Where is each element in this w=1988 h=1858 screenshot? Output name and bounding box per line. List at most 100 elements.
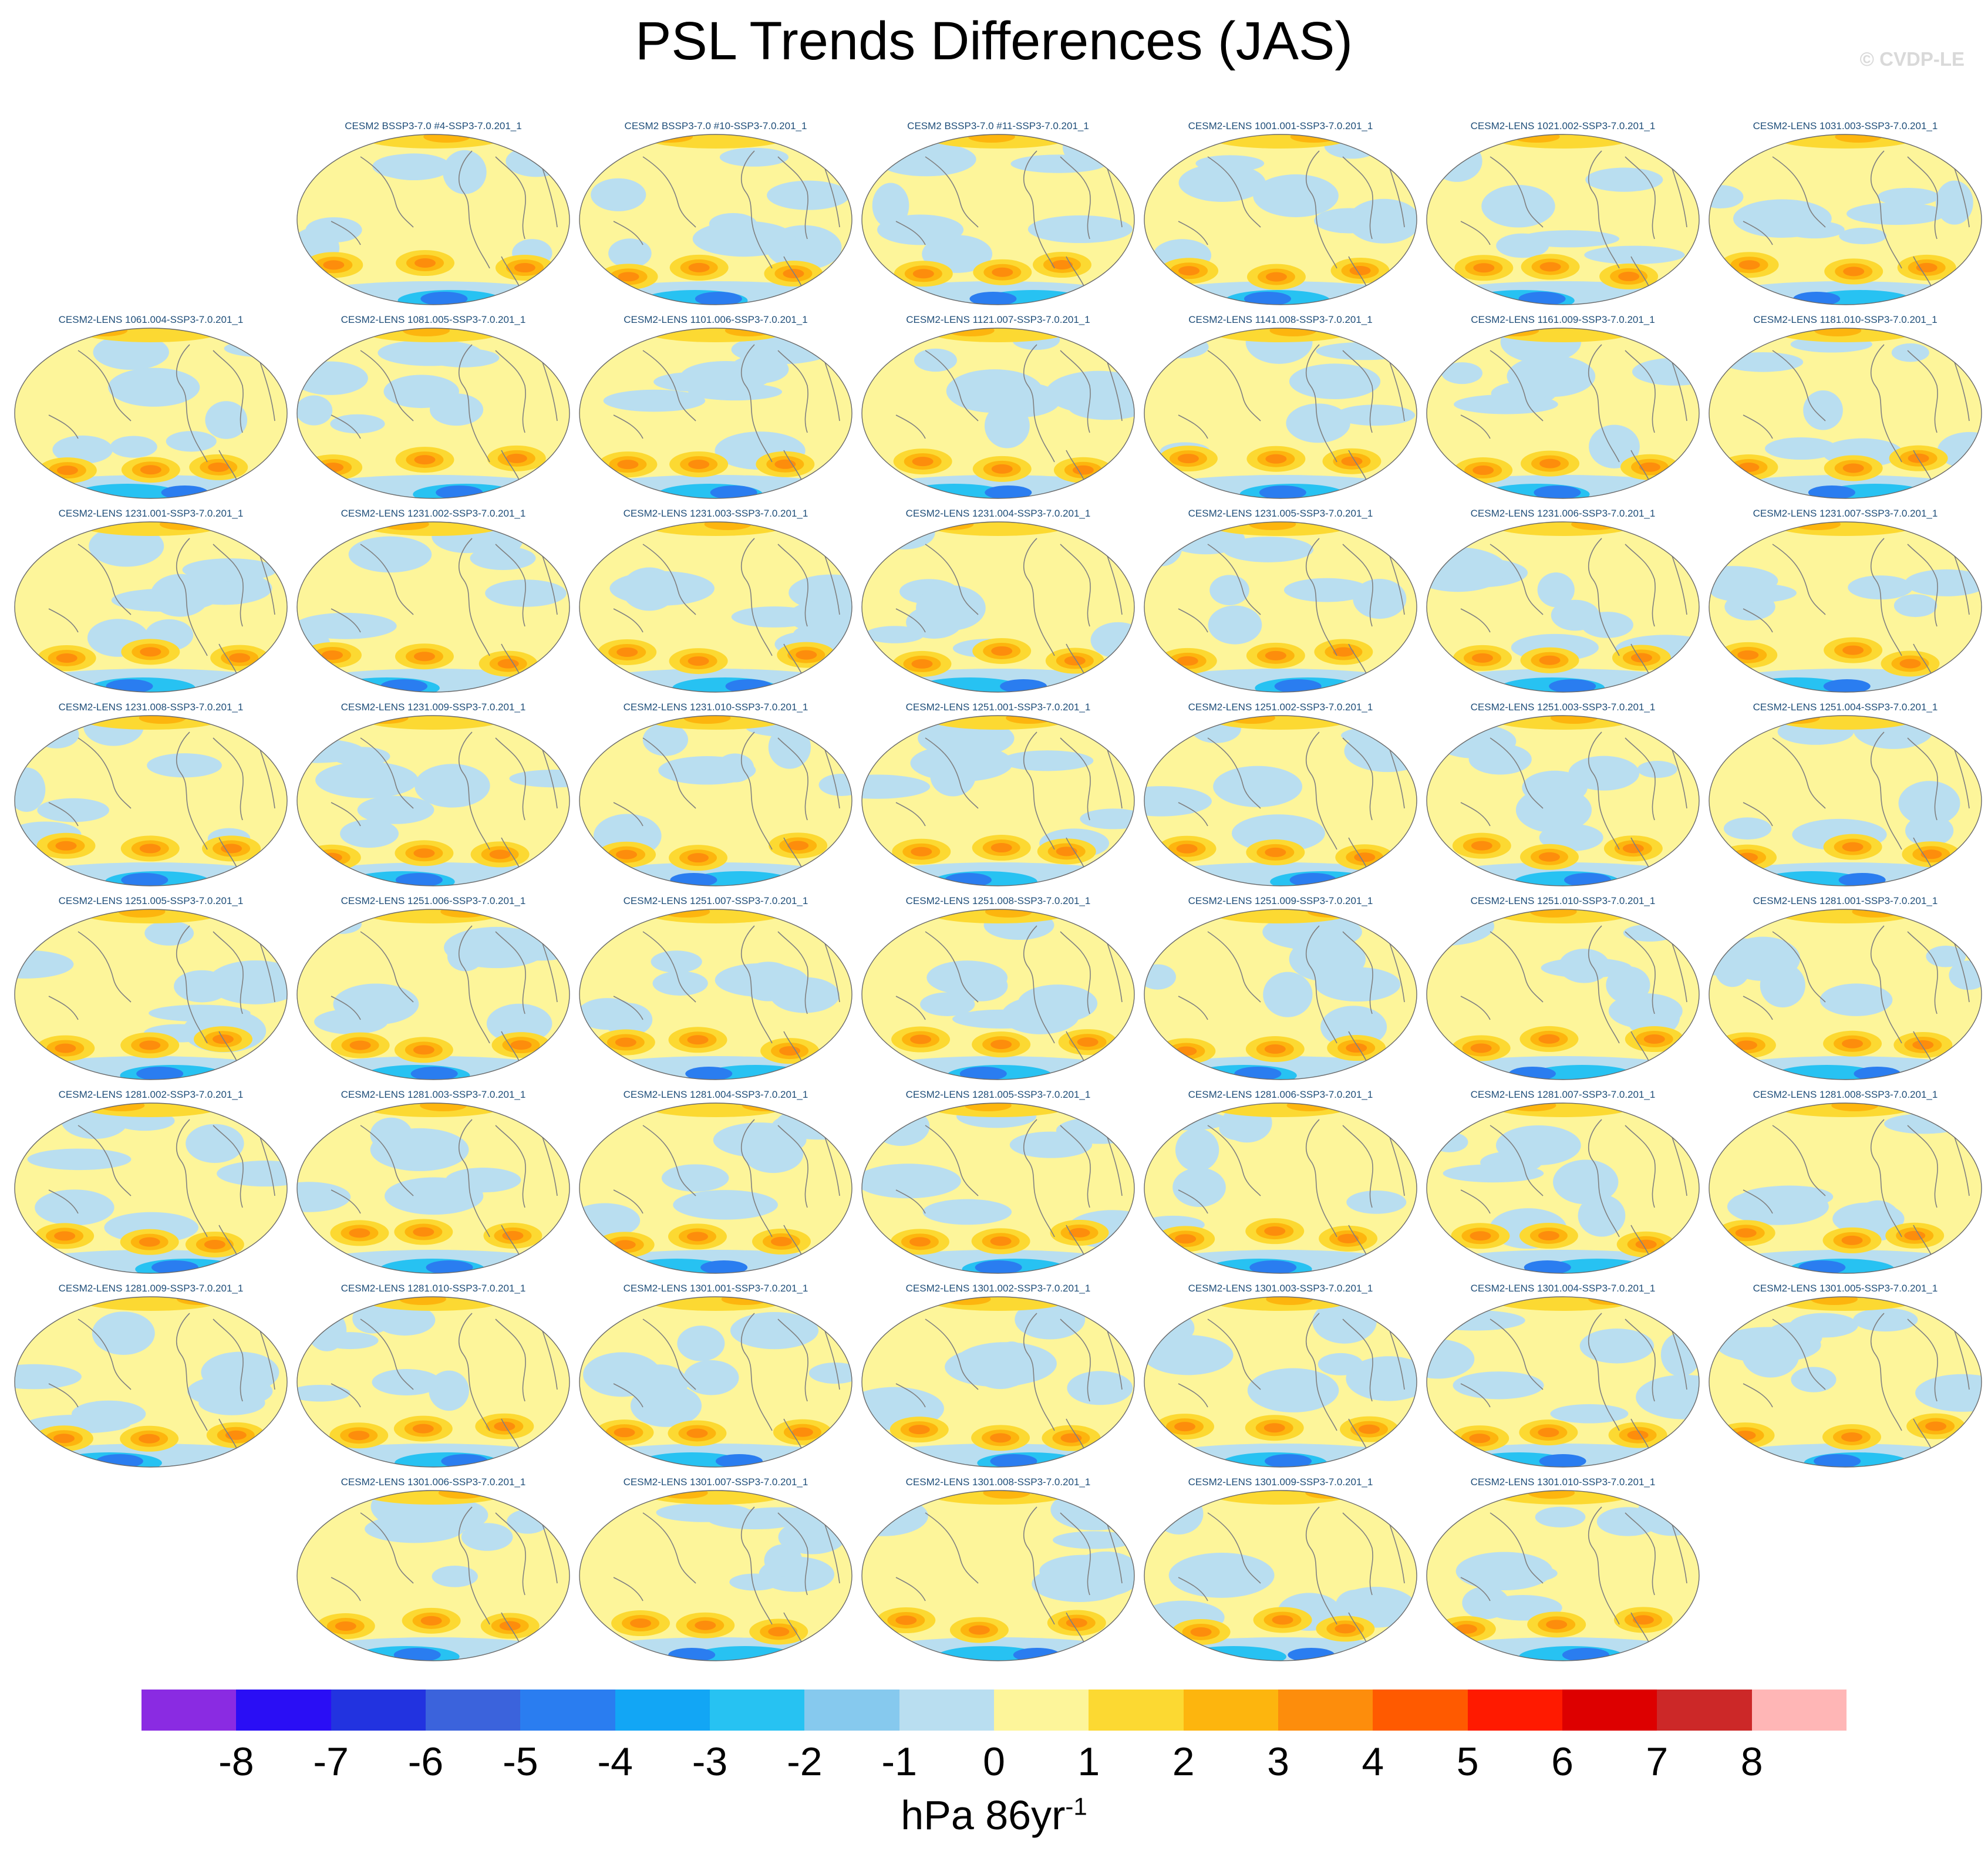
negative-anomaly	[730, 1312, 819, 1350]
negative-anomaly	[1219, 1116, 1259, 1141]
coastline	[78, 931, 132, 1003]
negative-anomaly	[1585, 167, 1663, 192]
coastline	[1066, 1031, 1084, 1061]
southern-low-core	[1534, 485, 1581, 498]
negative-anomaly	[1453, 1371, 1544, 1400]
negative-anomaly	[1496, 233, 1549, 258]
positive-anomaly-core	[208, 462, 230, 472]
units-label: hPa 86yr	[901, 1792, 1066, 1838]
negative-anomaly	[731, 606, 818, 628]
panel-title: CESM2-LENS 1301.008-SSP3-7.0.201_1	[905, 1476, 1091, 1488]
positive-anomaly-core	[502, 1230, 524, 1240]
coastline	[1630, 256, 1649, 286]
map-outline	[1426, 715, 1700, 886]
negative-anomaly	[205, 401, 248, 439]
map-panel: CESM2-LENS 1281.003-SSP3-7.0.201_1	[292, 1089, 574, 1276]
negative-anomaly	[1626, 995, 1680, 1038]
arctic-anomaly	[80, 522, 221, 536]
map-outline	[1144, 1490, 1417, 1661]
map-outline	[1709, 1102, 1982, 1274]
negative-anomaly	[207, 960, 287, 1004]
arctic-anomaly	[928, 328, 1069, 342]
map-panel: CESM2 BSSP3-7.0 #11-SSP3-7.0.201_1	[857, 120, 1139, 307]
panel-title: CESM2-LENS 1301.007-SSP3-7.0.201_1	[623, 1476, 808, 1488]
robinson-map	[296, 1490, 570, 1661]
map-panel: CESM2-LENS 1231.010-SSP3-7.0.201_1	[575, 702, 857, 888]
coastline	[1306, 1119, 1337, 1237]
robinson-map	[1426, 1490, 1700, 1661]
southern-low-core	[121, 873, 169, 886]
coastline	[1588, 538, 1620, 656]
coastline	[642, 1319, 696, 1390]
coastline	[213, 350, 244, 433]
arctic-anomaly	[1831, 1103, 1879, 1111]
coastline	[495, 156, 526, 240]
southern-low-core	[1793, 292, 1841, 305]
negative-anomaly	[1535, 1506, 1586, 1527]
positive-anomaly-core	[1539, 262, 1561, 272]
negative-anomaly	[1027, 215, 1133, 244]
coastline	[501, 1225, 520, 1255]
coastline	[925, 544, 979, 615]
coastline	[1306, 344, 1337, 463]
negative-anomaly	[1537, 572, 1575, 608]
robinson-map	[296, 909, 570, 1080]
positive-anomaly-core	[787, 841, 809, 851]
southern-low-core	[441, 1454, 488, 1467]
map-outline	[14, 1102, 288, 1274]
negative-anomaly	[1434, 724, 1517, 758]
negative-anomaly	[331, 747, 390, 766]
coastline	[1023, 1313, 1055, 1431]
arctic-anomaly	[363, 716, 504, 730]
positive-anomaly-core	[55, 1043, 76, 1053]
negative-anomaly	[818, 774, 852, 797]
negative-anomaly	[1346, 1190, 1407, 1214]
coastline	[1907, 350, 1938, 433]
map-panel: CESM2-LENS 1001.001-SSP3-7.0.201_1	[1140, 120, 1421, 307]
coastline	[1743, 414, 1773, 439]
coastline	[1107, 168, 1123, 228]
panel-title: CESM2 BSSP3-7.0 #4-SSP3-7.0.201_1	[345, 120, 522, 131]
map-outline	[1426, 1102, 1700, 1274]
arctic-anomaly	[1775, 522, 1916, 536]
map-outline	[861, 715, 1135, 886]
robinson-map	[1426, 134, 1700, 305]
southern-low	[1758, 871, 1865, 886]
negative-anomaly	[52, 435, 113, 464]
map-outline	[1426, 1490, 1700, 1661]
southern-low-core	[410, 1067, 458, 1080]
southern-low-core	[685, 1067, 733, 1080]
southern-low-core	[695, 292, 742, 305]
coastline	[741, 1119, 773, 1237]
map-outline	[1709, 134, 1982, 305]
southern-low-core	[1259, 485, 1306, 498]
coastline	[1460, 802, 1491, 827]
panel-title: CESM2-LENS 1301.006-SSP3-7.0.201_1	[341, 1476, 526, 1488]
coastline	[642, 1125, 696, 1196]
coastline	[1460, 221, 1491, 245]
positive-anomaly-core	[229, 653, 251, 663]
positive-anomaly-core	[1842, 463, 1864, 473]
robinson-map	[1144, 521, 1417, 693]
coastline	[1772, 737, 1826, 809]
negative-anomaly	[692, 221, 796, 257]
coastline	[895, 414, 926, 439]
map-outline	[296, 1490, 570, 1661]
panel-title: CESM2-LENS 1281.003-SSP3-7.0.201_1	[341, 1089, 526, 1100]
coastline	[1871, 925, 1902, 1044]
map-outline	[14, 715, 288, 886]
positive-anomaly-core	[1618, 271, 1640, 281]
negative-anomaly	[768, 726, 811, 769]
southern-low	[916, 677, 1023, 692]
coastline	[260, 943, 275, 1003]
positive-anomaly-core	[1843, 267, 1865, 276]
coastline	[1060, 156, 1091, 240]
negative-anomaly	[348, 536, 432, 573]
positive-anomaly-core	[1069, 1228, 1090, 1237]
coastline	[824, 362, 840, 421]
southern-low-core	[1539, 1454, 1586, 1467]
coastline	[213, 1125, 244, 1208]
coastline	[501, 837, 520, 868]
coastline	[1342, 737, 1373, 821]
coastline	[360, 931, 414, 1003]
